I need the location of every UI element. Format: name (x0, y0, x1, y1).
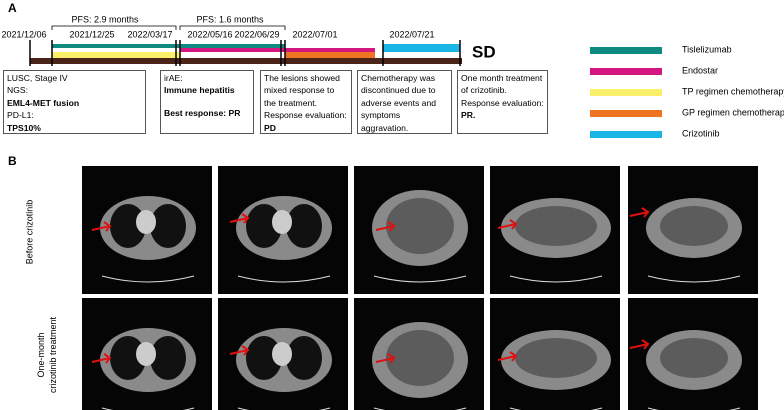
row-label-line: One-month (36, 332, 46, 377)
legend-swatch (590, 89, 662, 96)
ct-organ (660, 206, 728, 246)
note-line: irAE: (164, 73, 183, 83)
treatment-bar (180, 48, 375, 52)
legend-swatch (590, 110, 662, 117)
pfs-bracket (51, 25, 177, 30)
treatment-bar (383, 44, 460, 52)
ct-arrow (629, 207, 650, 218)
ct-heart (272, 342, 292, 366)
note-line: the treatment. (264, 97, 318, 108)
legend-swatch (590, 47, 662, 54)
legend-swatch (590, 131, 662, 138)
ct-lung (150, 336, 186, 380)
ct-arrow (91, 221, 112, 232)
note-line: The lesions showed (264, 73, 340, 83)
date-label: 2022/07/21 (389, 29, 434, 39)
ct-arrow (497, 351, 518, 362)
ct-table (373, 275, 467, 283)
note-line: Chemotherapy was (361, 73, 436, 83)
treatment-bar (52, 44, 285, 48)
ct-arrow (229, 345, 250, 356)
legend-label: TP regimen chemotherapy (682, 86, 784, 96)
note-box: Chemotherapy was discontinued due to adver… (357, 70, 452, 134)
ct-lung (286, 336, 322, 380)
ct-table (101, 275, 195, 283)
note-line: TPS10% (7, 122, 41, 133)
ct-organ (386, 198, 454, 254)
date-label: 2022/06/29 (234, 29, 279, 39)
ct-arrow (229, 213, 250, 224)
note-line: One month treatment (461, 73, 543, 83)
treatment-bar (285, 52, 375, 58)
row-label-line: crizotinib treatment (48, 316, 58, 393)
pfs-label: PFS: 2.9 months (71, 14, 139, 24)
ct-lung (246, 204, 282, 248)
ct-arrow (91, 353, 112, 364)
ct-heart (136, 342, 156, 366)
ct-heart (272, 210, 292, 234)
panel-label: B (8, 154, 17, 168)
legend-label: Crizotinib (682, 128, 720, 138)
ct-arrow (375, 221, 396, 232)
note-line: Response evaluation: (264, 110, 347, 121)
ct-organ (386, 330, 454, 386)
note-line: Response evaluation: (461, 97, 544, 108)
timeline-base (30, 58, 462, 64)
note-line: symptoms (361, 110, 401, 121)
note-box: LUSC, Stage IV NGS: EML4-MET fusion PD-L1: T… (3, 70, 146, 134)
row-label: One-month crizotinib treatment (36, 316, 58, 393)
date-label: 2021/12/25 (69, 29, 114, 39)
note-line: EML4-MET fusion (7, 97, 80, 108)
note-line: LUSC, Stage IV (7, 73, 68, 83)
date-label: 2022/07/01 (292, 29, 337, 39)
legend-swatch (590, 68, 662, 75)
note-line: of crizotinib. (461, 85, 507, 96)
note-box: irAE: Immune hepatitis Best response: PR (160, 70, 254, 134)
ct-organ (515, 206, 597, 246)
outcome: SD (472, 42, 496, 61)
pfs-bracket (179, 25, 286, 30)
note-box: The lesions showed mixed response to the t… (260, 70, 352, 134)
legend-label: GP regimen chemotherapy (682, 107, 784, 117)
date-label: 2021/12/06 (1, 29, 46, 39)
ct-arrow (497, 219, 518, 230)
ct-table (509, 275, 603, 283)
date-label: 2022/03/17 (127, 29, 172, 39)
treatment-bar (52, 52, 180, 58)
note-line: discontinued due to (361, 85, 436, 96)
note-line: PD-L1: (7, 110, 34, 121)
pfs-label: PFS: 1.6 months (196, 14, 264, 24)
legend-label: Tislelizumab (682, 44, 732, 54)
note-line: PD (264, 122, 276, 133)
ct-lung (110, 336, 146, 380)
ct-table (237, 275, 331, 283)
ct-lung (286, 204, 322, 248)
ct-organ (515, 338, 597, 378)
ct-table (647, 275, 741, 283)
ct-lung (110, 204, 146, 248)
note-line: mixed response to (264, 85, 335, 96)
ct-lung (150, 204, 186, 248)
legend-label: Endostar (682, 65, 718, 75)
note-line: PR. (461, 110, 476, 121)
ct-heart (136, 210, 156, 234)
note-line: Best response: PR (164, 107, 241, 118)
note-box: One month treatment of crizotinib. Respons… (457, 70, 548, 134)
note-line: adverse events and (361, 97, 437, 108)
ct-arrow (375, 353, 396, 364)
ct-lung (246, 336, 282, 380)
panel-label: A (8, 1, 17, 15)
row-label: Before crizotinib (24, 200, 34, 265)
ct-organ (660, 338, 728, 378)
ct-arrow (629, 339, 650, 350)
note-line: aggravation. (361, 122, 409, 133)
date-label: 2022/05/16 (187, 29, 232, 39)
note-line: NGS: (7, 85, 29, 96)
note-line: Immune hepatitis (164, 85, 235, 96)
